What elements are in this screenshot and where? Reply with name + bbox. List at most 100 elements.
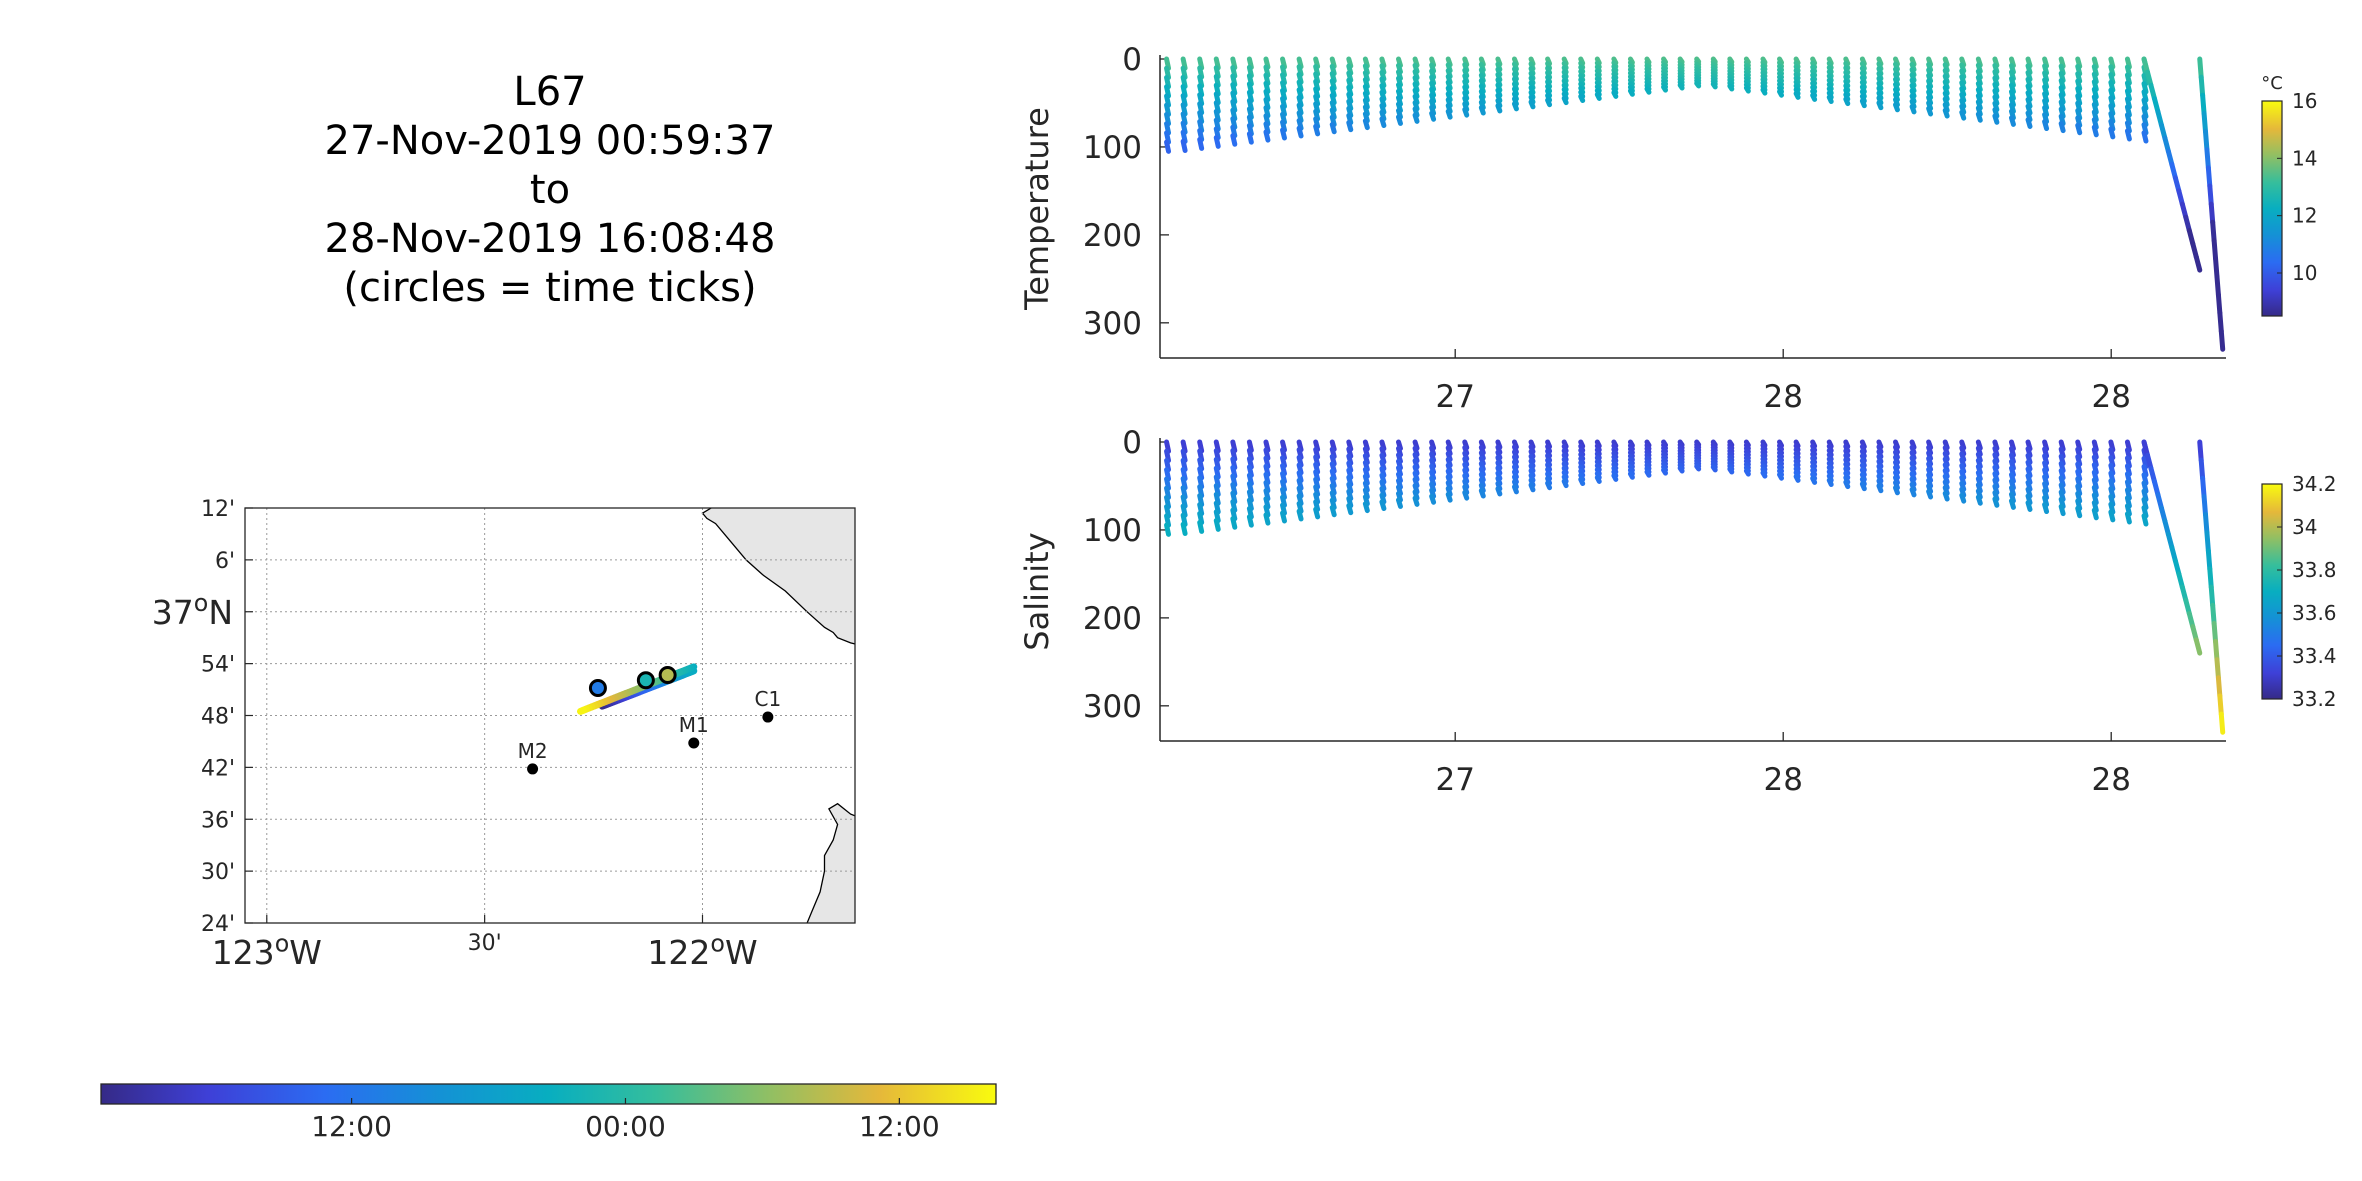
profile-segment [1909,104,1917,115]
title-start-time: 27-Nov-2019 00:59:37 [324,118,776,164]
y-tick-label: 100 [1083,130,1142,166]
temperature-section: 0 100 200 300 27 28 28 Temperature 10 12 14 16 °C [1018,42,2317,415]
station-marker [688,737,700,749]
profile-segment [1197,136,1205,151]
profile-segment [2058,120,2066,134]
value-colorbar-label: 33.8 [2292,558,2337,582]
profile-segment [1926,488,1934,500]
value-colorbar-label: 16 [2292,89,2317,113]
profile-segment [1843,96,1851,107]
value-colorbar [2261,100,2283,317]
profile-segment [1859,98,1867,109]
profile-segment [2025,500,2033,512]
profile-segment [1511,101,1519,112]
profile-segment [1644,469,1652,478]
map-lat-label: 12' [201,497,235,522]
value-colorbar-label: 34.2 [2292,472,2337,496]
profile-segment [1959,492,1967,504]
deep-dive-segment [2193,254,2203,273]
profile-segment [1561,95,1569,106]
deep-dive-segment [2218,328,2226,352]
y-tick-label: 100 [1083,513,1142,549]
profile-segment [1313,123,1321,137]
coastline [701,508,855,923]
map-lon-label: 123oW [212,929,322,972]
profile-segment [1329,504,1337,518]
profile-segment [1677,465,1685,474]
profile-segment [1959,109,1967,121]
profile-segment [1329,121,1337,135]
deep-dive-segment [2201,493,2208,518]
profile-segment [1395,497,1403,509]
profile-segment [1727,83,1735,92]
deep-dive-segment [2217,310,2224,334]
profile-segment [1462,489,1470,501]
deep-dive-segment [2217,693,2224,717]
profile-segment [1180,521,1188,536]
profile-segment [1594,474,1602,484]
profile-segment [2124,128,2132,142]
x-tick-label: 28 [2091,762,2130,798]
station-marker [527,763,539,775]
profile-segment [1246,131,1254,145]
map-lat-label: 54' [201,653,235,678]
profile-segment [1296,125,1304,139]
time-tick-circle [658,666,677,685]
deep-dive-segment [2214,657,2221,681]
value-colorbar-label: 33.6 [2292,601,2337,625]
track-segment [687,667,698,676]
profile-segment [1694,463,1702,472]
profile-segment [1561,478,1569,489]
profile-segment [1859,481,1867,492]
profile-segment [1445,108,1453,120]
deep-dive-segment [2200,92,2207,116]
profile-segment [1379,116,1387,129]
profile-segment [2008,498,2016,510]
deep-dive-segment [2203,129,2210,153]
profile-segment [2042,119,2050,132]
profile-segment [1197,519,1205,534]
deep-dive-segment [2213,639,2220,663]
map-lat-label: 48' [201,705,235,730]
profile-segment [1545,480,1553,491]
profile-segment [2008,115,2016,127]
profile-segment [1810,475,1818,485]
profile-segment [1164,522,1172,537]
station-label: M2 [518,739,548,763]
profile-segment [1296,508,1304,522]
deep-dive-segment [2211,620,2219,645]
profile-segment [1627,88,1635,97]
profile-segment [2025,117,2033,129]
x-tick-label: 28 [2091,379,2130,415]
title-deployment: L67 [513,69,587,115]
profile-segment [1793,90,1801,100]
profile-segment [1528,99,1536,110]
deep-dive-segment [2197,56,2204,80]
map-lat-label: 30' [201,860,235,885]
deep-dive-segment [2215,675,2223,699]
salinity-section: 0 100 200 300 27 28 28 Salinity 33.2 33.4 33.6 33.8… [1018,425,2337,798]
profile-segment [1926,105,1934,117]
profile-segment [1280,127,1287,141]
profile-segment [1412,112,1420,124]
profile-segment [1743,468,1751,477]
y-tick-label: 0 [1122,425,1142,461]
time-colorbar-gradient [100,1083,997,1105]
station-label: M1 [679,713,709,737]
deep-dive-segment [2210,219,2217,243]
value-colorbar-label: 33.4 [2292,644,2337,668]
profile-segment [2124,511,2132,525]
profile-segment [1826,477,1834,487]
deep-dive-segment [2205,548,2213,572]
time-colorbar-label: 12:00 [311,1110,392,1143]
profile-segment [1362,118,1370,131]
map-lat-label: 24' [201,912,235,937]
profile-segment [1677,82,1685,91]
profile-segment [1710,81,1718,90]
profile-segment [1627,471,1635,480]
profile-segment [2042,502,2050,515]
profile-segment [1727,466,1735,475]
time-colorbar-label: 00:00 [585,1110,666,1143]
deep-dive-segment [2205,165,2213,189]
profile-segment [1743,85,1751,94]
